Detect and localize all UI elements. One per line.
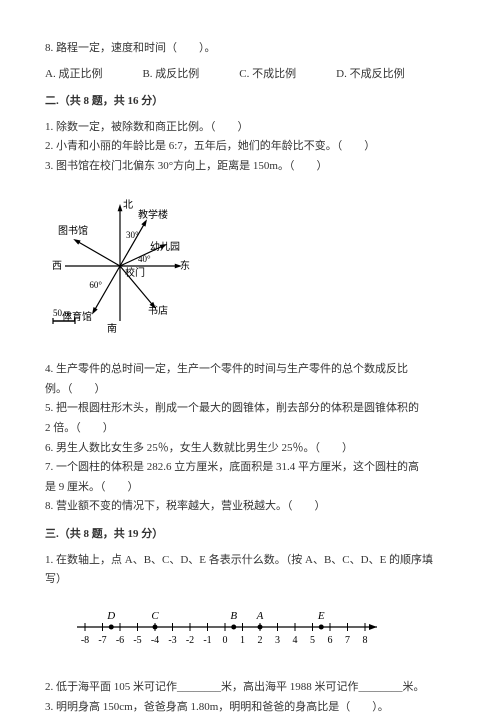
opt-a: A. 成正比例 bbox=[45, 66, 102, 84]
svg-text:-7: -7 bbox=[98, 635, 106, 646]
s2-q5b: 2 倍。（ ） bbox=[45, 420, 455, 438]
compass-diagram: 北南东西教学楼图书馆幼儿园书店体育馆校门30°40°60°50 m bbox=[45, 186, 455, 348]
svg-text:-5: -5 bbox=[133, 635, 141, 646]
s2-q4a: 4. 生产零件的总时间一定，生产一个零件的时间与生产零件的总个数成反比 bbox=[45, 361, 455, 379]
svg-text:教学楼: 教学楼 bbox=[138, 208, 168, 221]
svg-text:8: 8 bbox=[363, 635, 368, 646]
svg-text:幼儿园: 幼儿园 bbox=[150, 240, 180, 253]
svg-text:6: 6 bbox=[328, 635, 333, 646]
svg-text:-6: -6 bbox=[116, 635, 124, 646]
compass-svg: 北南东西教学楼图书馆幼儿园书店体育馆校门30°40°60°50 m bbox=[45, 186, 205, 341]
s2-q4b: 例。（ ） bbox=[45, 381, 455, 399]
s3-q1b: 写） bbox=[45, 571, 455, 589]
s2-q7a: 7. 一个圆柱的体积是 282.6 立方厘米，底面积是 31.4 平方厘米，这个… bbox=[45, 459, 455, 477]
section3-heading: 三.（共 8 题，共 19 分） bbox=[45, 526, 455, 544]
s3-q2: 2. 低于海平面 105 米可记作________米，高出海平 1988 米可记… bbox=[45, 679, 455, 697]
s1-q8-options: A. 成正比例 B. 成反比例 C. 不成比例 D. 不成反比例 bbox=[45, 66, 455, 84]
svg-text:图书馆: 图书馆 bbox=[58, 224, 88, 237]
section2-heading: 二.（共 8 题，共 16 分） bbox=[45, 93, 455, 111]
s3-q1a: 1. 在数轴上，点 A、B、C、D、E 各表示什么数。（按 A、B、C、D、E … bbox=[45, 552, 455, 570]
svg-text:南: 南 bbox=[107, 322, 117, 335]
svg-text:北: 北 bbox=[123, 199, 133, 211]
svg-text:-4: -4 bbox=[151, 635, 159, 646]
s2-q3: 3. 图书馆在校门北偏东 30°方向上，距离是 150m。（ ） bbox=[45, 158, 455, 176]
svg-text:40°: 40° bbox=[138, 254, 151, 264]
s2-q8: 8. 营业额不变的情况下，税率越大，营业税越大。（ ） bbox=[45, 498, 455, 516]
s2-q5a: 5. 把一根圆柱形木头，削成一个最大的圆锥体，削去部分的体积是圆锥体积的 bbox=[45, 400, 455, 418]
s2-q7b: 是 9 厘米。（ ） bbox=[45, 479, 455, 497]
svg-text:50 m: 50 m bbox=[53, 308, 71, 318]
svg-text:4: 4 bbox=[293, 635, 298, 646]
svg-text:D: D bbox=[106, 610, 115, 622]
opt-d: D. 不成反比例 bbox=[336, 66, 404, 84]
svg-text:60°: 60° bbox=[89, 280, 102, 290]
svg-text:2: 2 bbox=[258, 635, 263, 646]
s2-q2: 2. 小青和小丽的年龄比是 6:7，五年后，她们的年龄比不变。（ ） bbox=[45, 138, 455, 156]
svg-text:-1: -1 bbox=[203, 635, 211, 646]
svg-text:-2: -2 bbox=[186, 635, 194, 646]
svg-text:7: 7 bbox=[345, 635, 350, 646]
svg-text:E: E bbox=[317, 610, 325, 622]
svg-text:-8: -8 bbox=[81, 635, 89, 646]
s2-q1: 1. 除数一定，被除数和商正比例。（ ） bbox=[45, 119, 455, 137]
svg-text:B: B bbox=[230, 610, 237, 622]
svg-text:书店: 书店 bbox=[148, 304, 168, 317]
svg-text:-3: -3 bbox=[168, 635, 176, 646]
svg-text:1: 1 bbox=[240, 635, 245, 646]
opt-b: B. 成反比例 bbox=[142, 66, 199, 84]
svg-text:A: A bbox=[256, 610, 264, 622]
svg-text:30°: 30° bbox=[126, 230, 139, 240]
svg-text:西: 西 bbox=[52, 261, 62, 272]
svg-text:东: 东 bbox=[180, 259, 190, 272]
numberline-svg: -8 -7 -6 -5 -4 -3 -2 -1 0 1 2 3 4 5 6 7 8 D C B A E bbox=[65, 599, 395, 659]
svg-text:3: 3 bbox=[275, 635, 280, 646]
svg-text:0: 0 bbox=[223, 635, 228, 646]
svg-text:C: C bbox=[151, 610, 159, 622]
opt-c: C. 不成比例 bbox=[239, 66, 296, 84]
s3-q3: 3. 明明身高 150cm，爸爸身高 1.80m，明明和爸爸的身高比是（ ）。 bbox=[45, 699, 455, 716]
numberline-diagram: -8 -7 -6 -5 -4 -3 -2 -1 0 1 2 3 4 5 6 7 8 D C B A E bbox=[65, 599, 455, 666]
s1-q8-text: 8. 路程一定，速度和时间（ ）。 bbox=[45, 40, 455, 58]
svg-text:5: 5 bbox=[310, 635, 315, 646]
svg-text:校门: 校门 bbox=[125, 266, 145, 279]
s2-q6: 6. 男生人数比女生多 25％，女生人数就比男生少 25％。（ ） bbox=[45, 440, 455, 458]
